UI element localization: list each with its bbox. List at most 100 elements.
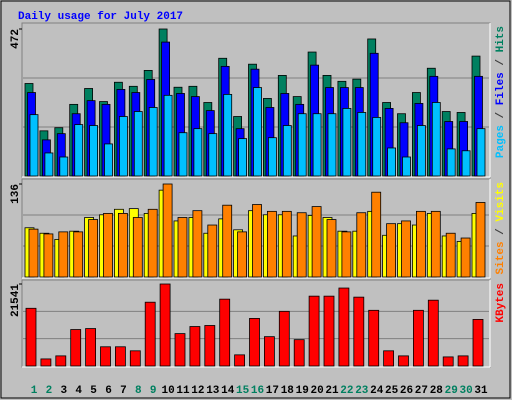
bar bbox=[368, 309, 380, 367]
bar bbox=[159, 283, 171, 367]
bar bbox=[356, 212, 367, 278]
bar bbox=[460, 237, 471, 278]
bar bbox=[40, 358, 52, 367]
legend-entry: Sites bbox=[495, 241, 507, 274]
x-tick-label: 28 bbox=[430, 385, 444, 397]
bar bbox=[430, 210, 441, 278]
x-tick-label: 30 bbox=[459, 385, 472, 397]
bar bbox=[475, 202, 486, 278]
legend: Pages / Files / Hits bbox=[495, 26, 507, 158]
bar bbox=[223, 94, 233, 177]
bar bbox=[372, 117, 382, 177]
x-tick-label: 27 bbox=[415, 385, 428, 397]
bar bbox=[177, 217, 188, 278]
bar bbox=[193, 128, 203, 177]
bar bbox=[297, 113, 307, 177]
bar bbox=[267, 137, 277, 177]
bar bbox=[163, 94, 173, 177]
bar bbox=[238, 138, 248, 177]
bar bbox=[189, 326, 201, 367]
chart-title: Daily usage for July 2017 bbox=[18, 11, 183, 23]
bar bbox=[338, 287, 350, 367]
x-tick-label: 10 bbox=[161, 385, 174, 397]
bar bbox=[55, 355, 67, 367]
legend-entry: Files bbox=[495, 72, 507, 105]
x-tick-label: 15 bbox=[236, 385, 250, 397]
bar bbox=[371, 191, 382, 278]
bar bbox=[25, 307, 37, 367]
x-tick-label: 24 bbox=[370, 385, 384, 397]
x-tick-label: 4 bbox=[75, 385, 82, 397]
bar bbox=[73, 231, 84, 278]
bar bbox=[401, 220, 411, 278]
bar bbox=[263, 336, 275, 367]
legend-entry: KBytes bbox=[495, 283, 507, 323]
x-tick-label: 31 bbox=[474, 385, 488, 397]
x-tick-label: 26 bbox=[400, 385, 413, 397]
bar bbox=[402, 156, 411, 177]
legend: Sites / Visits bbox=[495, 182, 507, 274]
bar bbox=[58, 231, 69, 278]
bar bbox=[234, 354, 246, 367]
x-tick-label: 11 bbox=[176, 385, 190, 397]
bar bbox=[442, 356, 454, 367]
bar bbox=[28, 228, 39, 278]
bar bbox=[341, 231, 352, 278]
bar bbox=[342, 108, 352, 177]
bar bbox=[386, 223, 397, 278]
x-tick-label: 9 bbox=[150, 385, 157, 397]
bar bbox=[144, 301, 156, 367]
bar bbox=[323, 295, 335, 367]
bar bbox=[266, 210, 277, 278]
bar bbox=[278, 310, 290, 367]
legend: KBytes bbox=[495, 283, 507, 323]
bar bbox=[192, 210, 203, 278]
bar bbox=[446, 148, 456, 177]
legend-separator: / bbox=[495, 52, 507, 72]
bar bbox=[70, 329, 82, 367]
bar bbox=[387, 147, 397, 177]
bar bbox=[357, 112, 367, 177]
bar bbox=[252, 204, 262, 278]
bar bbox=[461, 150, 471, 177]
bar bbox=[249, 318, 260, 367]
y-tick-label: 136 bbox=[10, 184, 22, 204]
x-tick-label: 1 bbox=[31, 385, 38, 397]
legend-entry: Pages bbox=[495, 125, 507, 158]
x-tick-label: 7 bbox=[120, 385, 127, 397]
x-tick-label: 23 bbox=[355, 385, 369, 397]
x-tick-label: 21 bbox=[325, 385, 339, 397]
bar bbox=[103, 213, 113, 278]
bar bbox=[85, 328, 96, 367]
bar bbox=[100, 346, 111, 367]
bar bbox=[208, 133, 218, 177]
bar bbox=[383, 350, 395, 367]
x-tick-label: 29 bbox=[445, 385, 458, 397]
bar bbox=[416, 125, 426, 177]
bar bbox=[118, 213, 128, 278]
x-tick-label: 17 bbox=[266, 385, 279, 397]
bar bbox=[398, 355, 409, 367]
bar bbox=[104, 143, 113, 177]
bar bbox=[412, 309, 424, 367]
bar bbox=[174, 333, 186, 367]
x-tick-label: 3 bbox=[60, 385, 67, 397]
bar bbox=[457, 355, 469, 367]
x-tick-label: 13 bbox=[206, 385, 220, 397]
x-tick-label: 22 bbox=[340, 385, 353, 397]
bar bbox=[162, 183, 173, 278]
legend-separator: / bbox=[495, 105, 507, 125]
y-tick-label: 21541 bbox=[10, 284, 22, 317]
bar bbox=[59, 156, 69, 177]
bar bbox=[148, 107, 158, 177]
x-tick-label: 14 bbox=[221, 385, 235, 397]
bar bbox=[312, 113, 322, 177]
x-tick-label: 8 bbox=[135, 385, 142, 397]
bar bbox=[282, 125, 292, 177]
bar bbox=[129, 350, 141, 367]
x-tick-label: 20 bbox=[310, 385, 323, 397]
bar bbox=[427, 299, 439, 367]
bar bbox=[43, 233, 54, 278]
bar bbox=[253, 87, 262, 177]
